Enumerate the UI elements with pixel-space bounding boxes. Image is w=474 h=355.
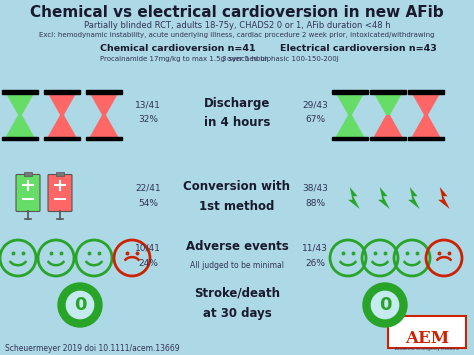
FancyBboxPatch shape	[370, 90, 406, 93]
FancyBboxPatch shape	[1, 90, 38, 93]
FancyBboxPatch shape	[44, 90, 81, 93]
FancyBboxPatch shape	[332, 90, 368, 93]
Circle shape	[58, 283, 102, 327]
Polygon shape	[46, 115, 78, 140]
Text: Excl: hemodynamic instability, acute underlying illness, cardiac procedure 2 wee: Excl: hemodynamic instability, acute und…	[39, 32, 435, 38]
Polygon shape	[4, 115, 36, 140]
Polygon shape	[334, 115, 366, 140]
Text: AEM: AEM	[405, 330, 449, 347]
Text: 0: 0	[74, 296, 86, 314]
Text: All judged to be minimal: All judged to be minimal	[190, 262, 284, 271]
Text: 26%: 26%	[305, 258, 325, 268]
Text: 13/41: 13/41	[135, 100, 161, 109]
FancyBboxPatch shape	[55, 172, 64, 175]
Text: Adverse events: Adverse events	[186, 240, 288, 252]
Text: Discharge: Discharge	[204, 97, 270, 109]
Polygon shape	[410, 115, 442, 140]
FancyBboxPatch shape	[48, 175, 72, 212]
Text: 32%: 32%	[138, 115, 158, 125]
Text: 10/41: 10/41	[135, 244, 161, 252]
Text: Partially blinded RCT, adults 18-75y, CHADS2 0 or 1, AFib duration <48 h: Partially blinded RCT, adults 18-75y, CH…	[84, 21, 390, 30]
Text: 11/43: 11/43	[302, 244, 328, 252]
Text: 54%: 54%	[138, 198, 158, 208]
Polygon shape	[372, 90, 404, 115]
Text: 22/41: 22/41	[135, 184, 161, 192]
FancyBboxPatch shape	[408, 90, 445, 93]
Text: Electrical cardioversion n=43: Electrical cardioversion n=43	[280, 44, 437, 53]
FancyBboxPatch shape	[332, 137, 368, 140]
Polygon shape	[88, 90, 120, 115]
Circle shape	[363, 283, 407, 327]
FancyBboxPatch shape	[370, 137, 406, 140]
Text: at 30 days: at 30 days	[202, 306, 272, 320]
FancyBboxPatch shape	[44, 137, 81, 140]
Polygon shape	[348, 187, 360, 209]
FancyBboxPatch shape	[86, 137, 122, 140]
Text: Academic Emergency Medicine: Academic Emergency Medicine	[395, 347, 459, 351]
Text: Procainamide 17mg/kg to max 1.5g over 1 hour: Procainamide 17mg/kg to max 1.5g over 1 …	[100, 56, 268, 62]
FancyBboxPatch shape	[24, 172, 32, 175]
Text: Conversion with: Conversion with	[183, 180, 291, 192]
Polygon shape	[438, 187, 450, 209]
Text: Stroke/death: Stroke/death	[194, 286, 280, 300]
Text: 24%: 24%	[138, 258, 158, 268]
Text: 38/43: 38/43	[302, 184, 328, 192]
FancyBboxPatch shape	[16, 175, 40, 212]
Text: 1st method: 1st method	[199, 200, 275, 213]
Text: 29/43: 29/43	[302, 100, 328, 109]
Circle shape	[371, 291, 399, 319]
Text: 67%: 67%	[305, 115, 325, 125]
Text: Chemical vs electrical cardioversion in new AFib: Chemical vs electrical cardioversion in …	[30, 5, 444, 20]
Polygon shape	[4, 90, 36, 115]
Polygon shape	[410, 90, 442, 115]
FancyBboxPatch shape	[86, 90, 122, 93]
Polygon shape	[46, 90, 78, 115]
Text: 3 synched biphasic 100-150-200J: 3 synched biphasic 100-150-200J	[222, 56, 338, 62]
FancyBboxPatch shape	[1, 137, 38, 140]
Text: in 4 hours: in 4 hours	[204, 116, 270, 130]
Polygon shape	[372, 115, 404, 140]
Polygon shape	[378, 187, 390, 209]
Circle shape	[66, 291, 94, 319]
Text: 0: 0	[379, 296, 391, 314]
Polygon shape	[408, 187, 419, 209]
Text: Scheuermeyer 2019 doi 10.1111/acem.13669: Scheuermeyer 2019 doi 10.1111/acem.13669	[5, 344, 180, 353]
FancyBboxPatch shape	[388, 316, 466, 348]
Text: 88%: 88%	[305, 198, 325, 208]
FancyBboxPatch shape	[408, 137, 445, 140]
Polygon shape	[88, 115, 120, 140]
Polygon shape	[334, 90, 366, 115]
Text: Chemical cardioversion n=41: Chemical cardioversion n=41	[100, 44, 255, 53]
